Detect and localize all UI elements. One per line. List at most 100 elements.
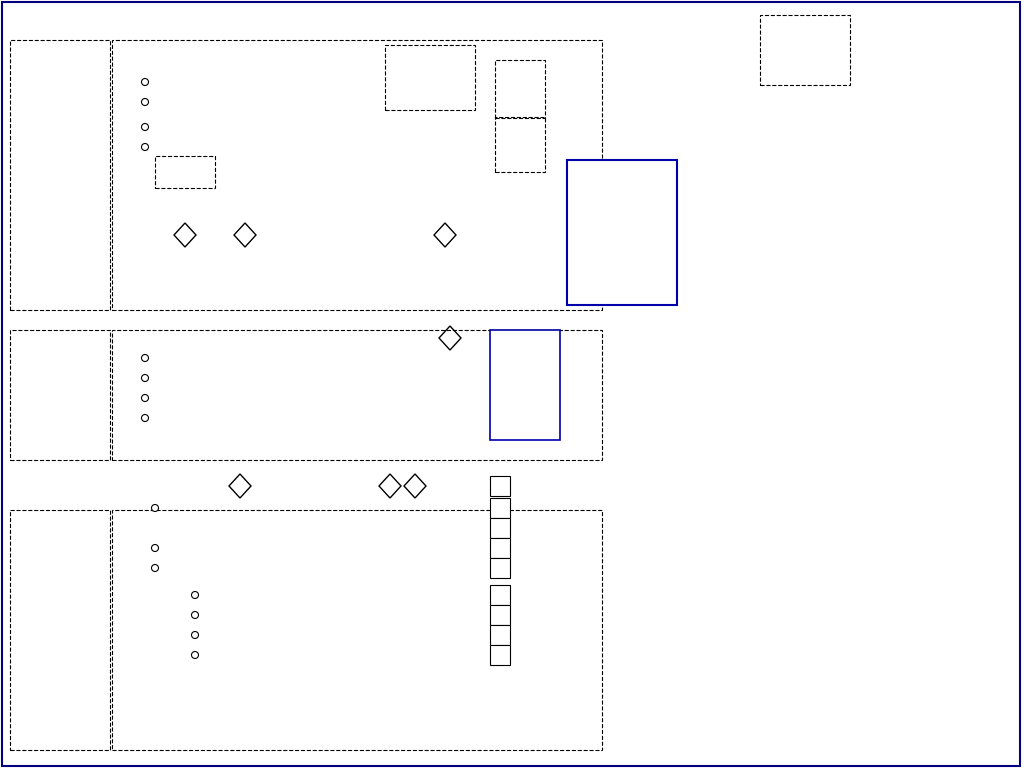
Bar [10, 510, 110, 750]
Bar [760, 15, 850, 85]
Text: CDDJL-: CDDJL- [84, 551, 110, 561]
Text: 7: 7 [475, 662, 479, 668]
Text: 130-4: 130-4 [516, 514, 539, 522]
Text: L: L [498, 564, 502, 572]
Text: AUDIO: AUDIO [494, 343, 519, 353]
Text: RF_SPKR-: RF_SPKR- [74, 105, 110, 114]
Text: 12: 12 [475, 602, 484, 608]
Text: Shield: Shield [210, 248, 231, 254]
Text: RR_SPKR-: RR_SPKR- [73, 618, 110, 627]
Bar [490, 476, 510, 496]
Text: 48: 48 [163, 222, 172, 228]
Circle shape [141, 415, 148, 422]
Text: 48: 48 [220, 222, 229, 228]
Text: 1: 1 [395, 134, 399, 140]
Text: AUDIO SYSTEM/: AUDIO SYSTEM/ [516, 624, 570, 630]
Text: Shield: Shield [450, 248, 471, 254]
Text: 1204: 1204 [807, 480, 816, 500]
Text: 801  TN-YE: 801 TN-YE [115, 641, 156, 650]
Text: 1: 1 [128, 179, 132, 185]
Text: 10: 10 [128, 515, 137, 521]
Text: 54: 54 [373, 154, 382, 160]
Text: VBATT: VBATT [620, 170, 646, 180]
Text: 23: 23 [128, 622, 137, 628]
Text: C3020: C3020 [497, 164, 521, 173]
Text: 173  DG-VT: 173 DG-VT [115, 197, 158, 207]
Text: 21: 21 [128, 154, 137, 160]
Text: J: J [499, 524, 501, 532]
Text: BK-OG: BK-OG [815, 478, 824, 502]
Text: RIGHT: RIGHT [555, 84, 579, 92]
Text: 828: 828 [776, 101, 782, 114]
Text: 151-12: 151-12 [120, 47, 155, 57]
Text: AUDIO: AUDIO [120, 27, 152, 37]
Text: K: K [498, 544, 503, 552]
Text: C290A: C290A [120, 64, 147, 72]
Text: 2: 2 [395, 154, 399, 160]
Text: H: H [497, 504, 503, 512]
Text: 25A: 25A [762, 48, 777, 58]
Text: C270M: C270M [806, 89, 830, 95]
Text: C2108: C2108 [391, 68, 416, 77]
Text: LR_SPKR-: LR_SPKR- [75, 422, 110, 431]
Text: 811  DG-OG: 811 DG-OG [497, 94, 543, 102]
Text: 690  GY: 690 GY [115, 514, 144, 522]
Text: RF_SPKR+: RF_SPKR+ [71, 85, 110, 94]
Text: LEFT: LEFT [555, 134, 572, 143]
Text: 6: 6 [128, 385, 132, 391]
Bar [490, 558, 510, 578]
Text: C290C: C290C [120, 157, 145, 167]
Text: 8: 8 [475, 642, 479, 648]
Text: 1: 1 [373, 219, 378, 225]
Text: 4: 4 [128, 219, 132, 225]
Text: C2095: C2095 [391, 82, 414, 88]
Text: RR_SPKR+: RR_SPKR+ [70, 362, 110, 370]
Text: LR_SPKR-: LR_SPKR- [75, 658, 110, 667]
Text: Shield: Shield [228, 471, 250, 477]
Text: 173  DG-VT: 173 DG-VT [497, 197, 540, 207]
Circle shape [141, 124, 148, 131]
Circle shape [191, 611, 199, 618]
Bar [567, 160, 677, 305]
Text: 12: 12 [128, 109, 137, 115]
Text: 2: 2 [373, 179, 378, 185]
Text: 3: 3 [477, 425, 481, 431]
Text: 2: 2 [477, 405, 481, 411]
Text: F38: F38 [762, 38, 776, 47]
Text: SW-: SW- [95, 196, 110, 204]
Text: 130-4: 130-4 [516, 611, 539, 620]
Text: NAVIGATION: NAVIGATION [516, 634, 559, 640]
Text: 168  RD-BK: 168 RD-BK [497, 177, 540, 187]
Text: C290B: C290B [120, 323, 144, 333]
Text: SW+: SW+ [91, 176, 110, 184]
Text: RR_SPKR-: RR_SPKR- [73, 382, 110, 390]
Circle shape [191, 631, 199, 638]
Text: 8: 8 [128, 134, 132, 140]
Text: 10: 10 [128, 602, 137, 608]
Text: LF_SPKR-: LF_SPKR- [75, 151, 110, 160]
Text: GND: GND [572, 286, 592, 294]
Text: 2: 2 [128, 199, 132, 205]
Text: 11: 11 [128, 89, 137, 95]
Text: 53: 53 [373, 134, 382, 140]
Text: 800  GY-LB: 800 GY-LB [115, 621, 156, 630]
Text: 151-12: 151-12 [494, 373, 520, 382]
Text: 10-7: 10-7 [792, 749, 808, 755]
Text: F: F [498, 650, 502, 660]
Text: 1595  RD: 1595 RD [115, 383, 151, 392]
Text: AUDIO SYSTEM/: AUDIO SYSTEM/ [516, 527, 570, 533]
Text: 803  BN-PK: 803 BN-PK [115, 601, 158, 610]
Text: 1: 1 [497, 79, 502, 85]
Bar [155, 156, 215, 188]
Circle shape [152, 505, 159, 511]
Text: 1: 1 [562, 201, 566, 207]
Text: 48: 48 [290, 222, 299, 228]
Bar [10, 330, 110, 460]
Text: ILL+: ILL+ [93, 333, 110, 343]
Text: LR_SPKR+: LR_SPKR+ [71, 402, 110, 411]
Text: 7: 7 [128, 425, 132, 431]
Text: 151-24: 151-24 [685, 239, 715, 247]
Text: 804  OG-LG: 804 OG-LG [115, 112, 159, 121]
Text: C3020: C3020 [806, 122, 828, 128]
Bar [490, 330, 560, 440]
